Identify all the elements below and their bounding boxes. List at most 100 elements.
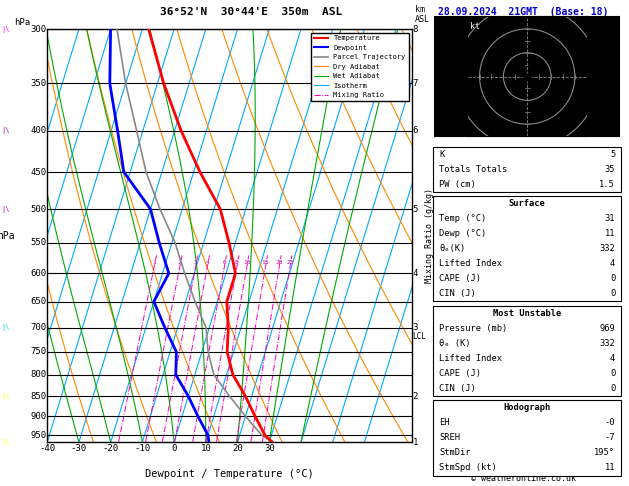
Text: Most Unstable: Most Unstable [493,309,561,318]
Text: 500: 500 [30,205,47,214]
Text: θₑ (K): θₑ (K) [439,339,470,348]
Text: -30: -30 [71,444,87,453]
Text: LCL: LCL [413,332,426,341]
Text: 8: 8 [413,25,418,34]
Text: CAPE (J): CAPE (J) [439,369,481,378]
Text: 20: 20 [276,260,283,265]
Text: 11: 11 [604,229,615,238]
Text: 0: 0 [610,289,615,298]
Text: -40: -40 [39,444,55,453]
Text: |\: |\ [1,206,10,213]
Bar [433,400,621,475]
Text: 750: 750 [30,347,47,357]
Bar [433,196,621,301]
Text: K: K [439,150,445,158]
Bar [433,147,621,192]
Text: kt: kt [470,22,480,31]
Text: 36°52'N  30°44'E  350m  ASL: 36°52'N 30°44'E 350m ASL [160,7,342,17]
Text: 31: 31 [604,214,615,223]
Text: 1.5: 1.5 [599,180,615,189]
Text: 195°: 195° [594,449,615,457]
Text: 332: 332 [599,244,615,253]
Text: CAPE (J): CAPE (J) [439,274,481,283]
Text: Lifted Index: Lifted Index [439,259,502,268]
Text: 550: 550 [30,238,47,247]
Text: |\: |\ [1,439,10,446]
Text: 850: 850 [30,392,47,400]
Text: CIN (J): CIN (J) [439,289,476,298]
Text: 332: 332 [599,339,615,348]
Text: km
ASL: km ASL [415,5,430,24]
Text: |\: |\ [1,26,10,33]
Text: 350: 350 [30,79,47,88]
Text: © weatheronline.co.uk: © weatheronline.co.uk [470,473,576,483]
Text: 8: 8 [235,260,238,265]
Text: 3: 3 [413,323,418,332]
Text: 450: 450 [30,168,47,176]
Text: hPa: hPa [0,231,15,241]
Text: 1: 1 [413,438,418,447]
Text: θₑ(K): θₑ(K) [439,244,465,253]
Text: 4: 4 [610,259,615,268]
Text: 3: 3 [194,260,198,265]
Text: 6: 6 [223,260,226,265]
Text: PW (cm): PW (cm) [439,180,476,189]
Text: 2: 2 [178,260,182,265]
Text: CIN (J): CIN (J) [439,384,476,393]
Text: Lifted Index: Lifted Index [439,354,502,363]
Text: 4: 4 [610,354,615,363]
Text: hPa: hPa [14,17,30,27]
Text: 300: 300 [30,25,47,34]
Text: 650: 650 [30,297,47,306]
Text: 10: 10 [201,444,211,453]
Bar [433,306,621,396]
Text: Totals Totals: Totals Totals [439,165,508,174]
Text: StmDir: StmDir [439,449,470,457]
Text: 28.09.2024  21GMT  (Base: 18): 28.09.2024 21GMT (Base: 18) [438,7,608,17]
Text: 950: 950 [30,431,47,440]
Text: |\: |\ [1,393,10,399]
Text: |\: |\ [1,127,10,134]
Text: Dewp (°C): Dewp (°C) [439,229,486,238]
Text: 20: 20 [232,444,243,453]
Text: 11: 11 [604,464,615,472]
Text: 969: 969 [599,324,615,333]
Text: 0: 0 [610,384,615,393]
Text: 35: 35 [604,165,615,174]
Legend: Temperature, Dewpoint, Parcel Trajectory, Dry Adiabat, Wet Adiabat, Isotherm, Mi: Temperature, Dewpoint, Parcel Trajectory… [311,33,408,101]
Text: 30: 30 [264,444,275,453]
Text: 2: 2 [413,392,418,400]
Bar [435,17,620,136]
Text: 5: 5 [413,205,418,214]
Text: |\: |\ [1,324,10,331]
Text: 400: 400 [30,126,47,135]
Text: -20: -20 [103,444,119,453]
Text: -7: -7 [604,434,615,442]
Text: 4: 4 [205,260,209,265]
Text: 900: 900 [30,412,47,421]
Text: -0: -0 [604,418,615,427]
Text: Dewpoint / Temperature (°C): Dewpoint / Temperature (°C) [145,469,314,479]
Text: 25: 25 [286,260,294,265]
Text: 6: 6 [413,126,418,135]
Text: 5: 5 [610,150,615,158]
Text: EH: EH [439,418,450,427]
Text: 0: 0 [610,274,615,283]
Text: Hodograph: Hodograph [504,403,551,412]
Text: Mixing Ratio (g/kg): Mixing Ratio (g/kg) [425,188,434,283]
Text: Pressure (mb): Pressure (mb) [439,324,508,333]
Text: StmSpd (kt): StmSpd (kt) [439,464,497,472]
Text: 4: 4 [413,269,418,278]
Text: SREH: SREH [439,434,460,442]
Text: 0: 0 [610,369,615,378]
Text: 15: 15 [262,260,269,265]
Text: 700: 700 [30,323,47,332]
Text: 1: 1 [152,260,156,265]
Text: 800: 800 [30,370,47,379]
Text: 7: 7 [413,79,418,88]
Text: Temp (°C): Temp (°C) [439,214,486,223]
Text: 10: 10 [243,260,250,265]
Text: 0: 0 [171,444,177,453]
Text: Surface: Surface [509,199,545,208]
Text: -10: -10 [134,444,150,453]
